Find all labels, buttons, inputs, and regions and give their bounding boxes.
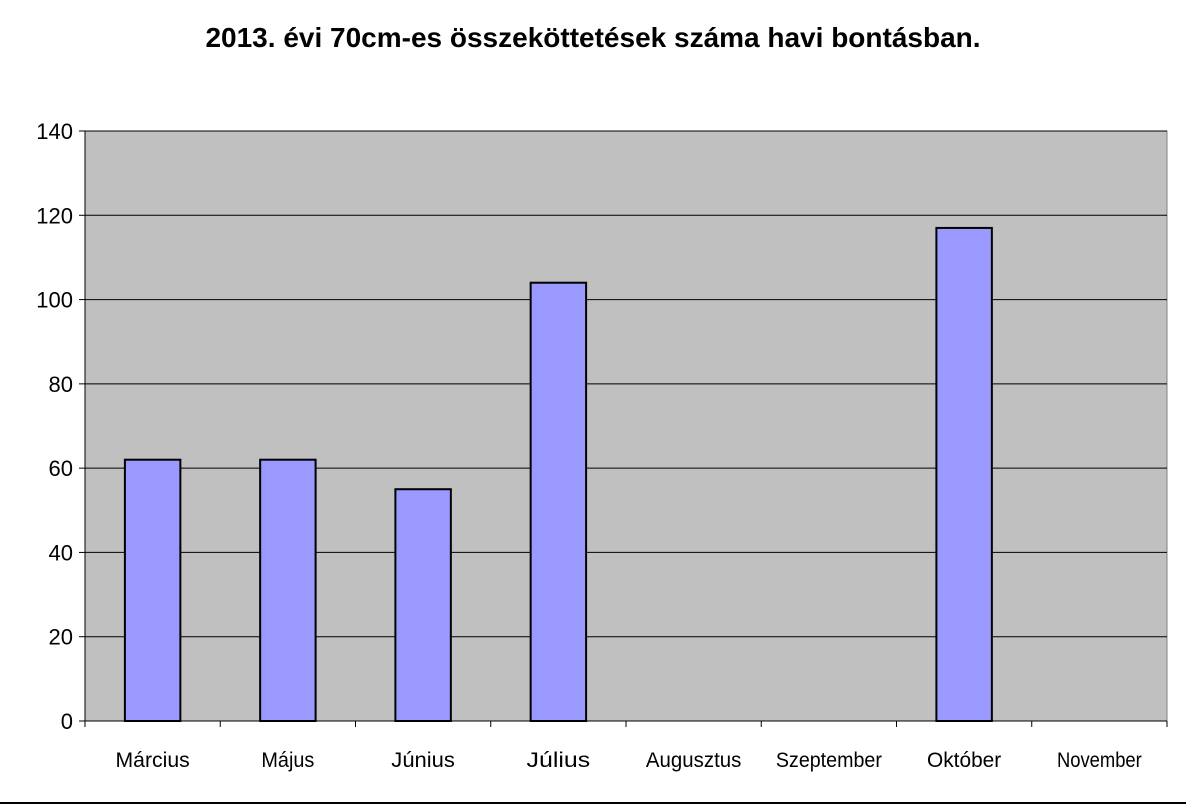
y-tick-label-140: 140 [36,119,73,144]
bar-Június [394,488,452,723]
y-tick-label-20: 20 [49,625,73,650]
x-tick-label-Május: Május [261,749,314,772]
x-tick-label-Szeptember: Szeptember [776,749,882,772]
bar-Október [935,226,993,723]
bar-Március [123,458,182,722]
y-tick-label-40: 40 [49,540,73,565]
x-tick-label-Július: Július [527,749,591,772]
bar-Július [529,281,588,722]
bottom-rule [0,802,1186,804]
x-tick-label-November: November [1057,749,1142,772]
y-tick-label-80: 80 [49,372,73,397]
y-tick-label-0: 0 [61,709,73,734]
x-tick-label-Március: Március [116,749,190,772]
x-tick-label-Augusztus: Augusztus [646,749,741,772]
chart-title: 2013. évi 70cm-es összeköttetések száma … [205,22,981,53]
y-tick-label-60: 60 [49,456,73,481]
y-tick-label-120: 120 [36,203,73,228]
y-tick-label-100: 100 [36,288,73,313]
x-tick-labels: Március Május Június Július Augusztus Szeptem… [116,749,1142,772]
plot-area [84,130,1168,722]
bar-Május [259,458,317,722]
axes [79,130,1168,727]
x-tick-label-Október: Október [927,749,1001,772]
y-tick-labels: 0 20 40 60 80 100 120 140 [36,119,73,734]
x-tick-label-Június: Június [391,749,455,772]
